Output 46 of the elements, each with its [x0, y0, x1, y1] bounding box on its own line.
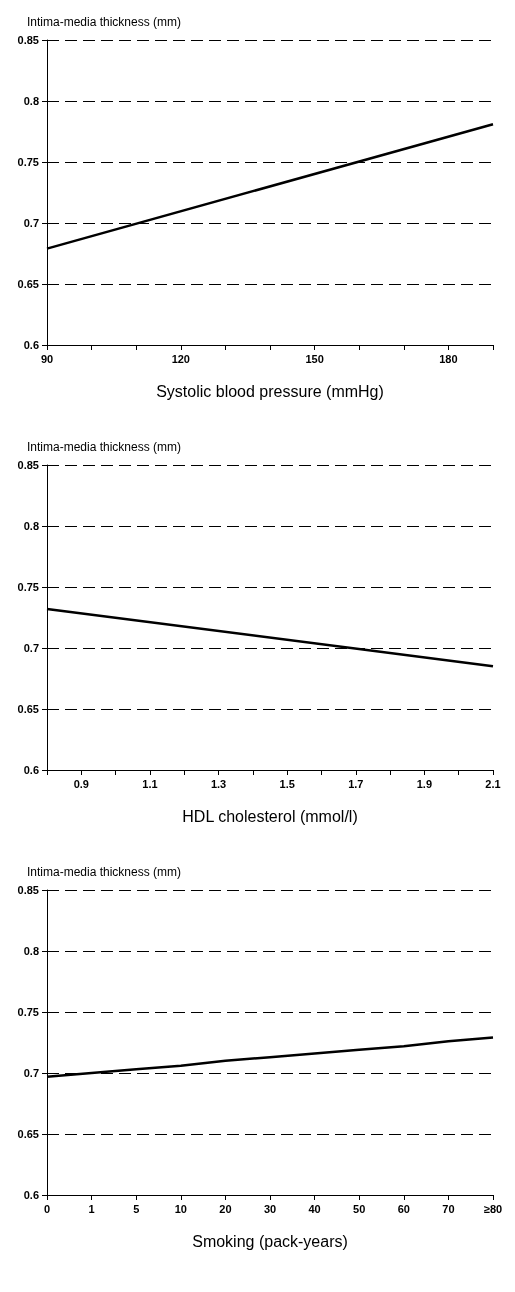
x-axis-title: Systolic blood pressure (mmHg) — [156, 382, 384, 400]
x-tick-label: 0.9 — [73, 777, 89, 790]
x-tick-label: 50 — [353, 1202, 366, 1215]
y-tick-label: 0.75 — [17, 1006, 39, 1018]
y-tick-label: 0.6 — [23, 764, 39, 776]
x-tick-label: 2.1 — [485, 777, 501, 790]
x-tick-label: 5 — [133, 1202, 140, 1215]
x-tick-label: 70 — [442, 1202, 455, 1215]
y-axis-title: Intima-media thickness (mm) — [27, 440, 182, 454]
y-tick-label: 0.65 — [17, 278, 39, 290]
x-tick-label: 40 — [308, 1202, 321, 1215]
x-tick-label: 20 — [219, 1202, 232, 1215]
x-tick-label: 10 — [174, 1202, 187, 1215]
x-tick-label: 120 — [171, 352, 190, 365]
x-tick-label: 30 — [263, 1202, 277, 1215]
x-tick-label: 1.7 — [348, 777, 364, 790]
x-tick-label: 1.3 — [210, 777, 227, 790]
y-axis-title: Intima-media thickness (mm) — [27, 865, 182, 879]
y-tick-label: 0.7 — [23, 217, 39, 229]
x-tick-label: 0 — [43, 1202, 51, 1215]
y-tick-label: 0.65 — [17, 1128, 39, 1140]
y-tick-label: 0.7 — [23, 1067, 39, 1079]
y-tick-label: 0.65 — [17, 703, 39, 715]
y-tick-label: 0.8 — [23, 520, 39, 532]
y-tick-label: 0.8 — [23, 945, 39, 957]
y-tick-label: 0.85 — [17, 34, 39, 46]
x-tick-label: 1.1 — [142, 777, 158, 790]
x-tick-label: 60 — [397, 1202, 410, 1215]
x-tick-label: 1 — [88, 1202, 95, 1215]
x-tick-label: 150 — [305, 352, 324, 365]
y-tick-label: 0.8 — [23, 95, 39, 107]
y-tick-label: 0.75 — [17, 156, 39, 168]
x-axis-title: Smoking (pack-years) — [192, 1232, 348, 1250]
y-tick-label: 0.85 — [17, 459, 39, 471]
y-tick-label: 0.85 — [17, 884, 39, 896]
x-tick-label: ≥80 — [483, 1202, 503, 1215]
y-tick-label: 0.6 — [23, 339, 39, 351]
y-tick-label: 0.7 — [23, 642, 39, 654]
x-tick-label: 1.9 — [416, 777, 433, 790]
x-tick-label: 90 — [40, 352, 54, 365]
y-tick-label: 0.6 — [23, 1189, 39, 1201]
x-tick-label: 180 — [439, 352, 458, 365]
y-axis-title: Intima-media thickness (mm) — [27, 15, 182, 29]
x-axis-title: HDL cholesterol (mmol/l) — [182, 807, 358, 825]
y-tick-label: 0.75 — [17, 581, 39, 593]
x-tick-label: 1.5 — [279, 777, 295, 790]
